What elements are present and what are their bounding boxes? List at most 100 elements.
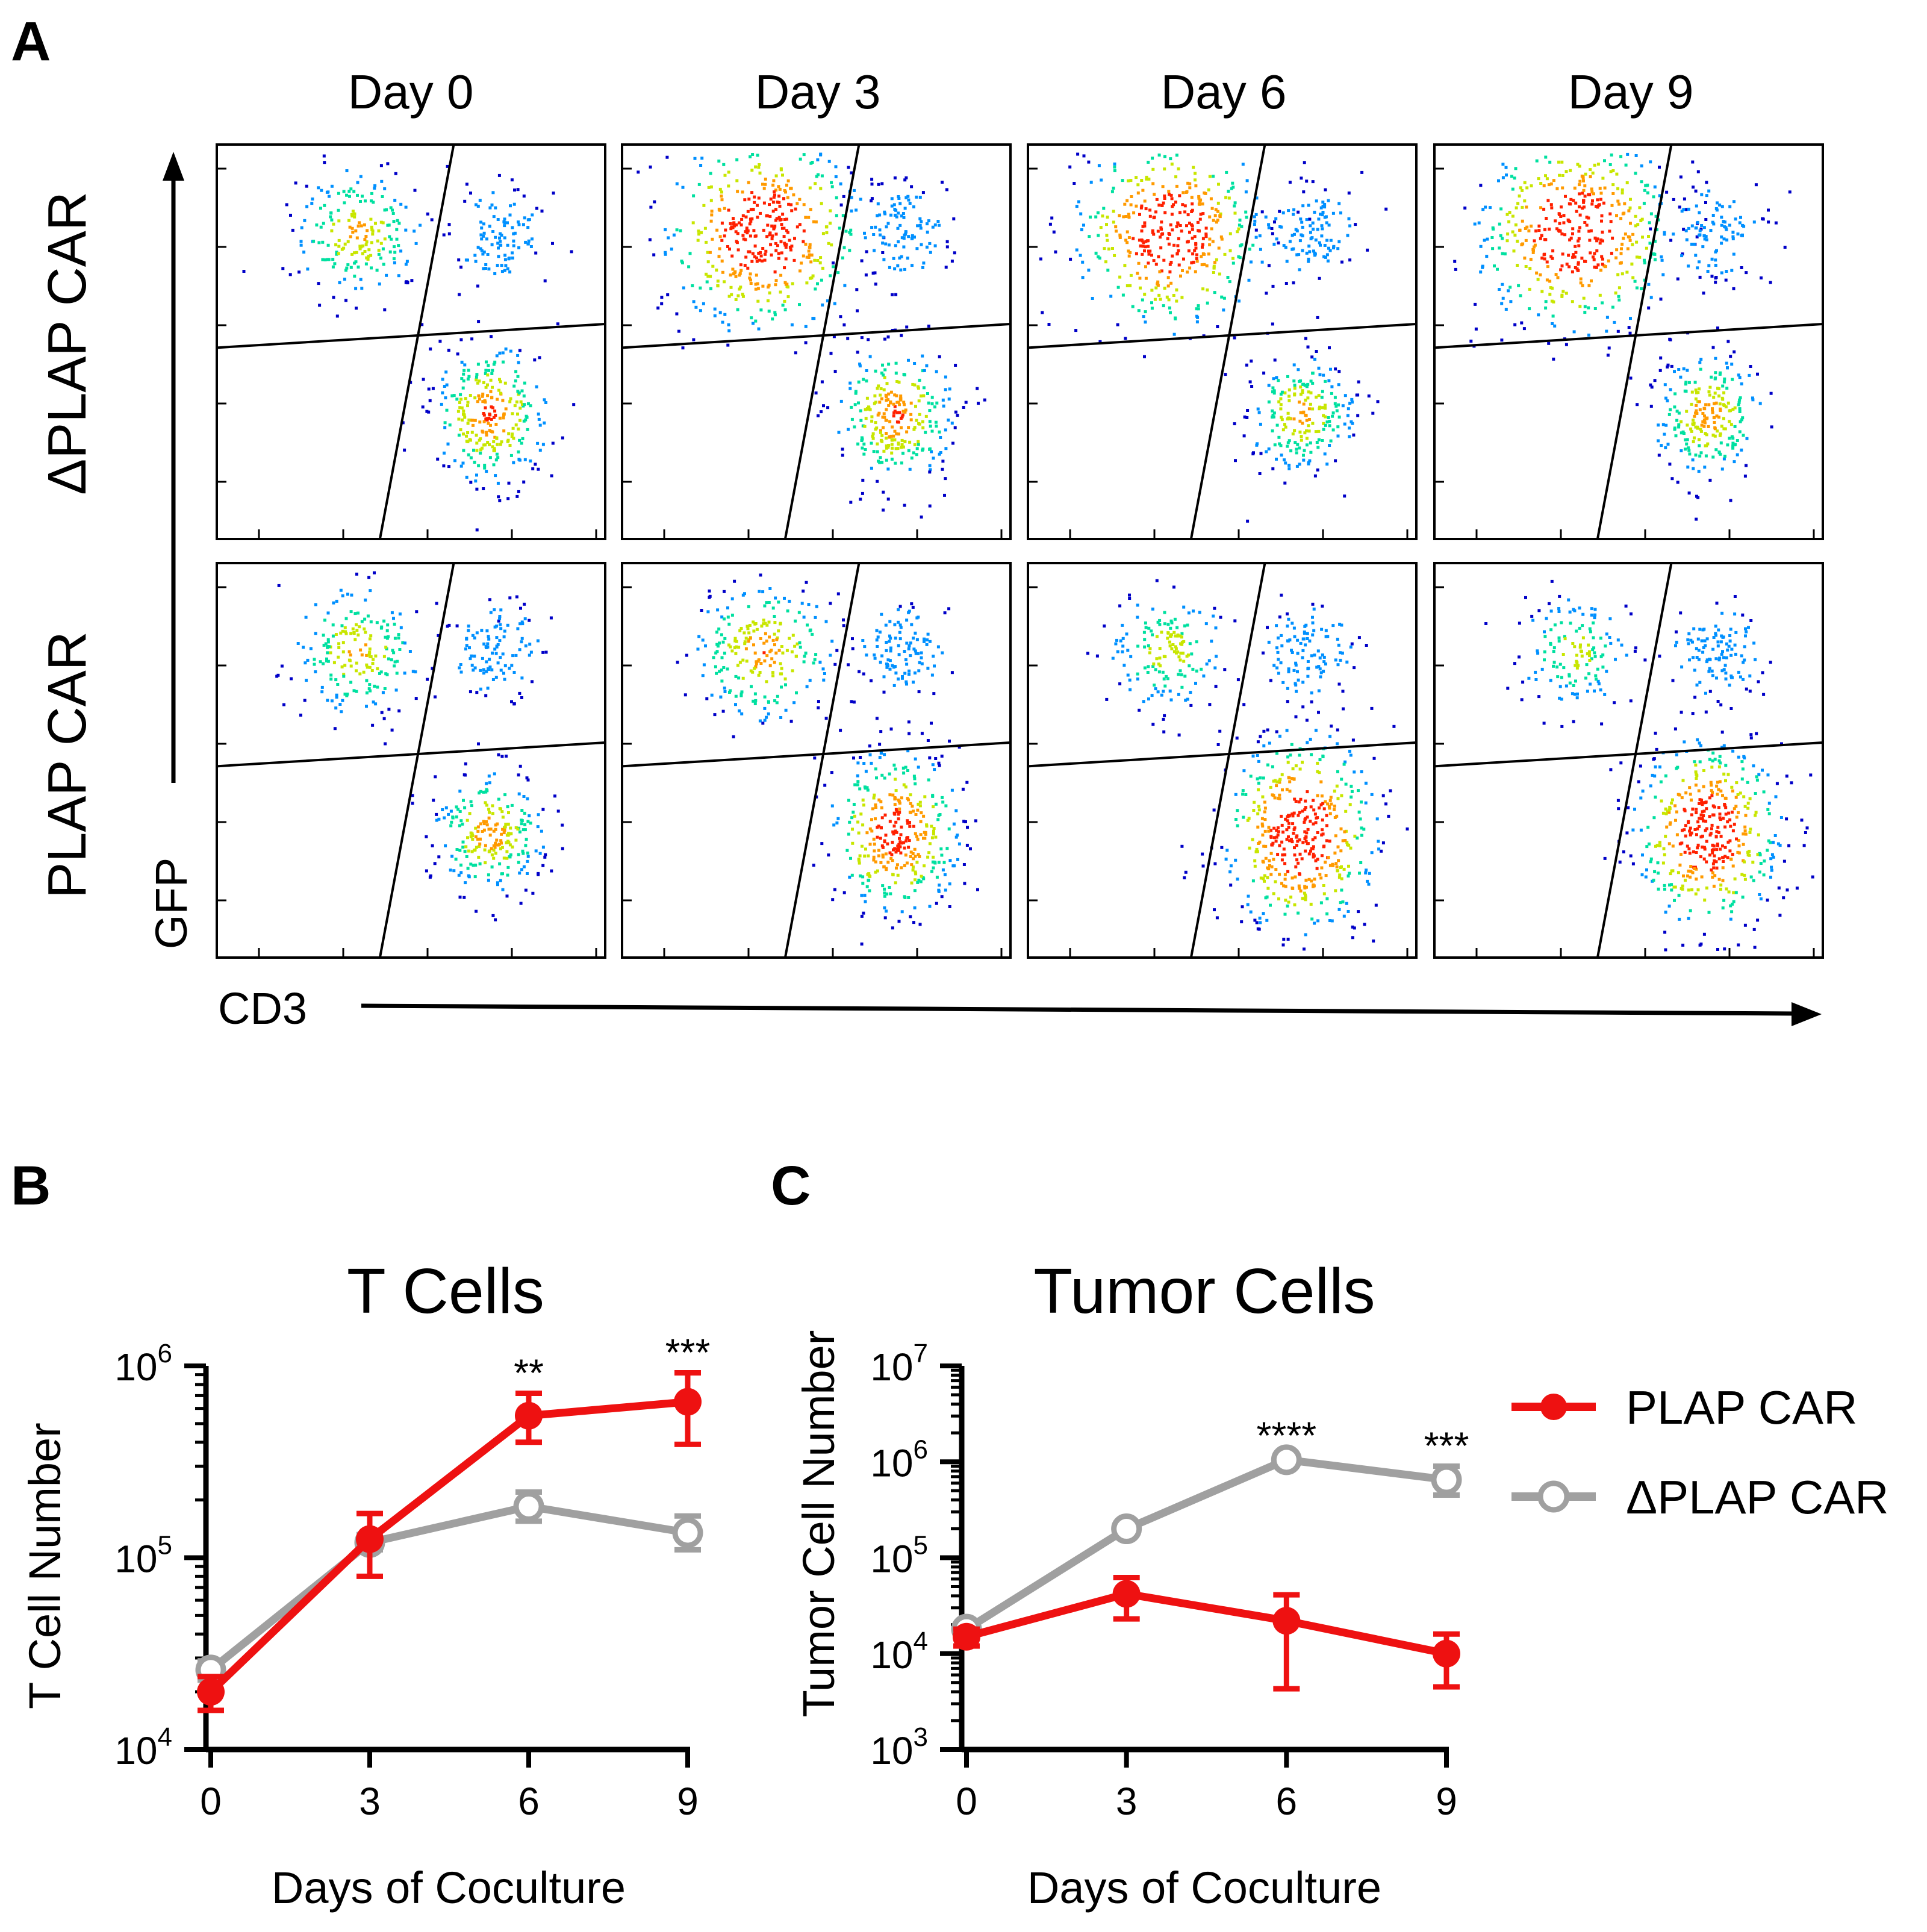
flow-event (802, 229, 806, 232)
flow-event (1289, 753, 1292, 757)
flow-event (1162, 201, 1165, 205)
flow-event (1711, 455, 1715, 459)
flow-event (1313, 254, 1316, 257)
flow-event (1257, 781, 1260, 785)
flow-event (1587, 216, 1590, 220)
flow-event (747, 181, 750, 184)
flow-event (1578, 213, 1582, 217)
flow-event (1524, 238, 1528, 242)
flow-event (1311, 372, 1315, 375)
flow-event (861, 882, 865, 885)
flow-event (885, 641, 888, 644)
flow-event (1142, 315, 1145, 319)
flow-event (910, 602, 914, 606)
flow-event (462, 369, 466, 372)
flow-event (944, 888, 947, 892)
flow-event (386, 162, 390, 166)
flow-event (795, 202, 799, 205)
flow-event (544, 853, 547, 856)
flow-event (499, 807, 502, 811)
flow-event (927, 325, 930, 328)
flow-event (758, 719, 762, 723)
flow-event (1498, 246, 1501, 250)
flow-event (900, 461, 903, 465)
flow-event (1118, 275, 1122, 279)
flow-event (501, 888, 505, 891)
flow-event (461, 386, 465, 390)
flow-event (1295, 464, 1299, 468)
flow-event (1683, 389, 1687, 393)
flow-event (1186, 240, 1189, 244)
flow-event (459, 819, 463, 823)
flow-event (705, 697, 709, 700)
flow-event (1300, 438, 1303, 442)
flow-event (1596, 237, 1599, 241)
flow-event (753, 692, 757, 696)
flow-event (382, 619, 386, 623)
flow-event (833, 662, 837, 666)
flow-event (1178, 669, 1182, 673)
flow-event (1549, 255, 1553, 258)
flow-event (326, 190, 330, 194)
flow-event (780, 251, 783, 255)
flow-event (1738, 376, 1742, 379)
flow-event (463, 806, 467, 809)
flow-event (1711, 346, 1715, 349)
flow-event (1255, 921, 1259, 924)
flow-event (1201, 237, 1205, 240)
flow-event (1629, 376, 1633, 380)
flow-event (897, 677, 900, 681)
flow-event (1700, 224, 1704, 227)
flow-event (890, 197, 894, 201)
flow-event (873, 653, 876, 657)
flow-event (916, 838, 920, 841)
flow-event (1663, 232, 1666, 236)
flow-event (507, 811, 510, 814)
flow-event (511, 256, 514, 260)
flow-event (749, 217, 752, 221)
flow-event (1170, 162, 1174, 166)
flow-event (950, 788, 954, 792)
flow-event (1726, 340, 1730, 343)
flow-event (926, 855, 930, 859)
flow-event (521, 622, 525, 626)
flow-event (892, 824, 896, 828)
flow-event (353, 638, 357, 641)
flow-event (870, 829, 874, 833)
flow-event (1585, 223, 1589, 227)
flow-event (1609, 170, 1613, 173)
flow-event (1533, 243, 1537, 247)
flow-event (865, 831, 869, 835)
flow-event (1699, 451, 1703, 455)
flow-event (897, 847, 900, 850)
flow-event (1123, 264, 1127, 267)
flow-event (1262, 877, 1265, 880)
flow-event (365, 691, 369, 695)
flow-event (1734, 217, 1737, 221)
flow-event (1652, 195, 1655, 199)
flow-event (906, 821, 909, 825)
flow-event (446, 625, 449, 628)
flow-event (1320, 224, 1324, 228)
flow-event (1105, 223, 1108, 226)
flow-event (493, 846, 497, 849)
flow-event (914, 671, 917, 675)
flow-event (1186, 623, 1189, 627)
flow-event (916, 808, 920, 812)
flow-event (891, 859, 894, 862)
flow-event (489, 611, 493, 614)
flow-event (1280, 858, 1284, 862)
flow-event (425, 410, 429, 413)
flow-event (855, 288, 859, 291)
flow-event (1296, 840, 1300, 843)
flow-event (851, 637, 854, 641)
flow-event (1299, 889, 1303, 893)
flow-event (1703, 407, 1707, 411)
flow-event (504, 823, 508, 826)
flow-event (487, 816, 491, 820)
flow-event (930, 836, 934, 840)
flow-event (1197, 307, 1200, 311)
flow-event (1307, 461, 1310, 464)
flow-event (449, 824, 453, 827)
flow-event (930, 870, 933, 873)
